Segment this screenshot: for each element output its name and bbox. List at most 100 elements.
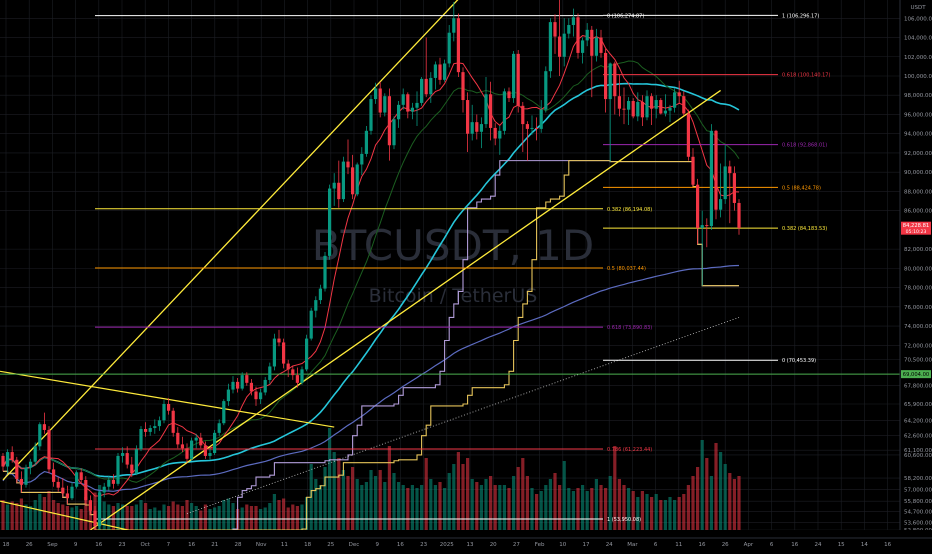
volume-bar (61, 504, 65, 530)
volume-bar (328, 428, 332, 530)
watermark-symbol: BTCUSDT, 1D (312, 221, 595, 270)
volume-bar (420, 485, 424, 530)
volume-bar (530, 488, 534, 530)
candle-body (438, 64, 442, 80)
volume-bar (268, 503, 272, 530)
volume-bar (111, 506, 115, 530)
candle-body (397, 104, 401, 120)
volume-bar (259, 509, 263, 530)
candle-body (236, 381, 240, 389)
candle-body (594, 37, 598, 56)
volume-bar (171, 501, 175, 530)
volume-bar (208, 509, 212, 530)
price-tick-label: 65,900.00 (904, 402, 932, 408)
candle-body (659, 100, 663, 114)
volume-bar (387, 446, 391, 530)
volume-bar (429, 479, 433, 530)
channel-lower-line (90, 89, 721, 531)
time-tick-label: 16 (95, 542, 102, 548)
volume-bar (245, 504, 249, 530)
volume-bar (180, 506, 184, 530)
volume-bar (654, 494, 658, 530)
candle-body (47, 429, 51, 470)
candle-body (249, 382, 253, 392)
price-tick-label: 96,000.00 (904, 112, 932, 118)
candle-body (387, 96, 391, 146)
volume-bar (116, 503, 120, 530)
price-axis: USDT 106,000.00 104,000.00 102,000.00 100,00… (899, 0, 932, 550)
volume-bar (360, 485, 364, 530)
volume-bar (392, 473, 396, 530)
time-tick-label: Sep (47, 542, 58, 548)
volume-bar (332, 452, 336, 530)
candle-body (107, 479, 111, 487)
price-tick-label: 70,500.00 (904, 358, 932, 364)
candle-body (272, 338, 276, 367)
volume-bar (562, 461, 566, 530)
candle-body (134, 449, 138, 474)
volume-bar (732, 479, 736, 530)
volume-bar (604, 488, 608, 530)
descending-line-2 (0, 500, 142, 534)
candle-body (558, 36, 562, 57)
price-tick-label: 88,000.00 (904, 189, 932, 195)
volume-bar (461, 464, 465, 530)
price-tick-label: 72,000.00 (904, 343, 932, 349)
volume-bar (525, 476, 529, 530)
volume-bar (645, 494, 649, 530)
candle-body (52, 469, 56, 482)
candle-body (548, 22, 552, 72)
volume-bar (318, 485, 322, 530)
fib-label: 0.618 (100,140.17) (782, 73, 830, 79)
volume-bar (217, 506, 221, 530)
candle-body (484, 94, 488, 125)
candle-body (364, 130, 368, 154)
price-tick-label: 67,800.00 (904, 384, 932, 390)
candle-body (213, 432, 217, 454)
volume-bar (682, 494, 686, 530)
volume-bar (272, 494, 276, 530)
candle-body (374, 88, 378, 100)
candle-body (24, 467, 28, 485)
volume-bar (650, 497, 654, 530)
volume-bar (351, 467, 355, 530)
time-tick-label: 16 (188, 542, 195, 548)
volume-bar (479, 485, 483, 530)
volume-bar (516, 467, 520, 530)
candle-body (539, 109, 543, 129)
volume-bar (673, 500, 677, 530)
candle-body (111, 479, 115, 484)
candle-body (507, 91, 511, 99)
candle-body (19, 479, 23, 485)
volume-bar (438, 482, 442, 530)
candle-body (328, 188, 332, 256)
candle-body (429, 77, 433, 95)
volume-bar (617, 479, 621, 530)
volume-bar (475, 482, 479, 530)
volume-bar (700, 440, 704, 530)
candle-body (466, 100, 470, 134)
volume-bar (401, 485, 405, 530)
candle-body (631, 100, 635, 117)
candle-body (378, 88, 382, 113)
volume-bar (622, 485, 626, 530)
candle-body (700, 225, 704, 228)
candle-body (341, 161, 345, 200)
price-tick-label: 82,000.00 (904, 247, 932, 253)
volume-bar (56, 503, 60, 530)
volume-bar (369, 470, 373, 530)
price-tick-label: 61,100.00 (904, 448, 932, 454)
candle-body (203, 445, 207, 456)
candle-body (291, 369, 295, 376)
volume-bar (737, 476, 741, 530)
candle-body (84, 479, 88, 501)
volume-bar (1, 500, 5, 530)
volume-bar (291, 504, 295, 530)
candle-body (433, 64, 437, 78)
price-tick-label: 60,600.00 (904, 453, 932, 459)
candle-body (300, 369, 304, 383)
candle-body (590, 29, 594, 56)
candle-body (599, 37, 603, 53)
